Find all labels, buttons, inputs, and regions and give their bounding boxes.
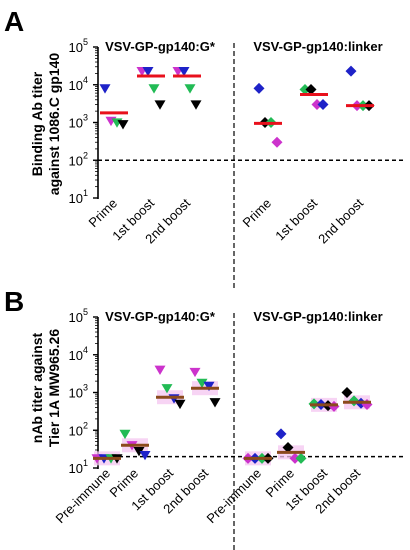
panel-a-data-point <box>271 136 283 148</box>
panel-b-data-point <box>133 446 145 457</box>
panel-b-data-point <box>196 378 208 389</box>
panel-a-data-point <box>178 66 190 77</box>
panel-a-data-point <box>148 84 160 94</box>
panel-b-ytick-label: 102 <box>69 420 88 438</box>
panel-b-data-point <box>203 381 215 392</box>
panel-b-ytick-label: 104 <box>69 345 88 363</box>
panel-a-data-point <box>99 84 111 94</box>
panel-a-data-point <box>253 82 265 94</box>
panel-a-data-point <box>154 100 166 110</box>
panel-a-ytick-label: 101 <box>69 188 88 206</box>
panel-a-title-right: VSV-GP-gp140:linker <box>253 39 382 54</box>
panel-a-data-point <box>142 66 154 77</box>
panel-b-data-point <box>289 452 301 464</box>
panel-a-ylabel-line2: against 1086.C gp140 <box>46 53 62 196</box>
panel-b-ytick-label: 105 <box>69 307 88 325</box>
panel-a-data-point <box>184 84 196 94</box>
panel-a-data-point <box>345 65 357 77</box>
panel-b-title-right: VSV-GP-gp140:linker <box>253 309 382 324</box>
panel-b-ytick-label: 103 <box>69 383 88 401</box>
panel-a-data-point <box>317 98 329 110</box>
panel-b-ylabel-line2: Tier 1A MW965.26 <box>46 329 62 447</box>
panel-a-data-point <box>299 83 311 95</box>
panel-b-data-point <box>161 384 173 394</box>
panel-b-data-point <box>295 452 307 464</box>
panel-a-ytick-label: 103 <box>69 113 88 131</box>
panel-a-data-point <box>311 98 323 110</box>
panel-a-xtick-label: Prime <box>86 196 121 231</box>
panel-b-data-point <box>119 429 131 440</box>
panel-a-ytick-label: 105 <box>69 37 88 55</box>
panel-b-data-point <box>139 450 151 461</box>
panel-b-ylabel-line1: nAb titer against <box>29 332 45 443</box>
panel-b-data-point <box>275 428 287 440</box>
panel-a-ylabel-line1: Binding Ab titer <box>29 71 45 176</box>
panel-a-title-left: VSV-GP-gp140:G* <box>105 39 216 54</box>
panel-b-data-point <box>282 441 294 453</box>
panel-a-letter: A <box>4 6 24 37</box>
panel-b-data-point <box>154 365 166 375</box>
panel-a-data-point <box>305 83 317 95</box>
panel-a-xtick-label: 1st boost <box>272 195 320 243</box>
panel-b-data-point <box>174 399 186 410</box>
panel-a-xtick-label: Prime <box>240 196 275 231</box>
panel-a-ytick-label: 102 <box>69 150 88 168</box>
panel-b-data-point <box>189 367 201 378</box>
panel-b-data-point <box>209 398 221 408</box>
panel-b-title-left: VSV-GP-gp140:G* <box>105 309 216 324</box>
panel-a-data-point <box>190 100 202 110</box>
panel-a-data-point <box>117 120 129 130</box>
panel-b-letter: B <box>4 286 24 317</box>
panel-b-ytick-label: 101 <box>69 458 88 476</box>
panel-a-ytick-label: 104 <box>69 75 88 93</box>
panel-b-data-point <box>341 387 353 398</box>
panel-a-xtick-label: 2nd boost <box>315 195 366 246</box>
